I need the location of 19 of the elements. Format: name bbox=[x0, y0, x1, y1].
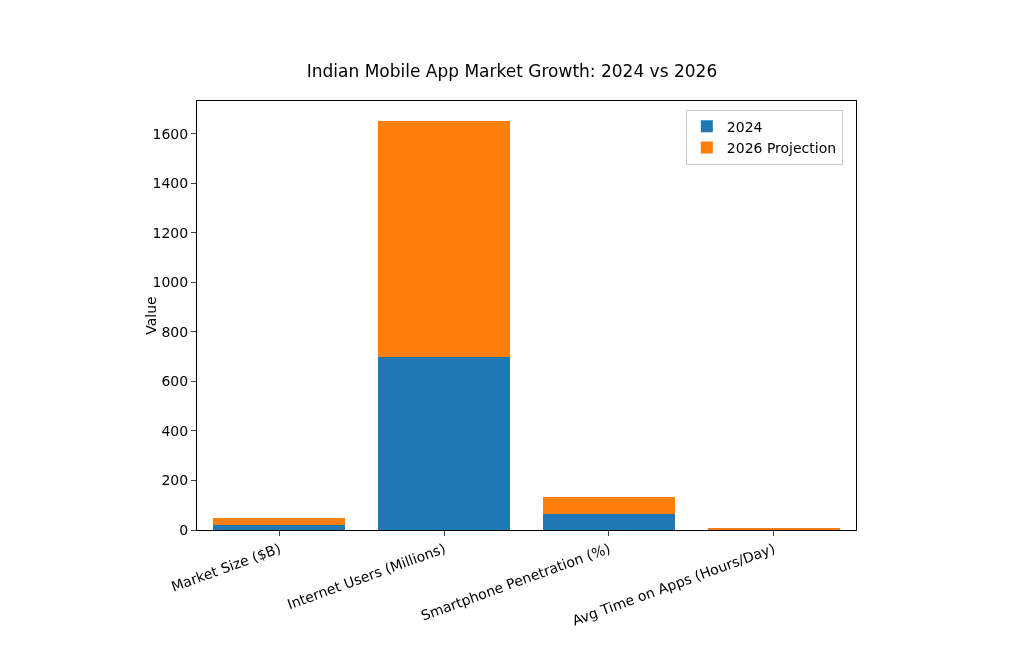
bar bbox=[378, 121, 511, 357]
legend-label: 2024 bbox=[726, 118, 763, 135]
y-tick-label: 1200 bbox=[152, 224, 189, 241]
y-tick-label: 1400 bbox=[152, 175, 189, 192]
bar bbox=[378, 356, 511, 530]
bar bbox=[213, 518, 346, 526]
legend-label: 2026 Projection bbox=[726, 139, 837, 156]
y-tick-label: 800 bbox=[161, 323, 189, 340]
bar bbox=[542, 514, 675, 530]
y-tick-label: 200 bbox=[161, 472, 189, 489]
y-tick-label: 1000 bbox=[152, 274, 189, 291]
y-tick-label: 600 bbox=[161, 373, 189, 390]
bar bbox=[213, 525, 346, 530]
bar bbox=[542, 497, 675, 515]
y-tick-label: 0 bbox=[179, 521, 189, 538]
y-axis-title: Value bbox=[143, 296, 160, 335]
y-tick-label: 400 bbox=[161, 422, 189, 439]
chart-title: Indian Mobile App Market Growth: 2024 vs 2026 bbox=[306, 61, 718, 82]
y-tick-label: 1600 bbox=[152, 125, 189, 142]
